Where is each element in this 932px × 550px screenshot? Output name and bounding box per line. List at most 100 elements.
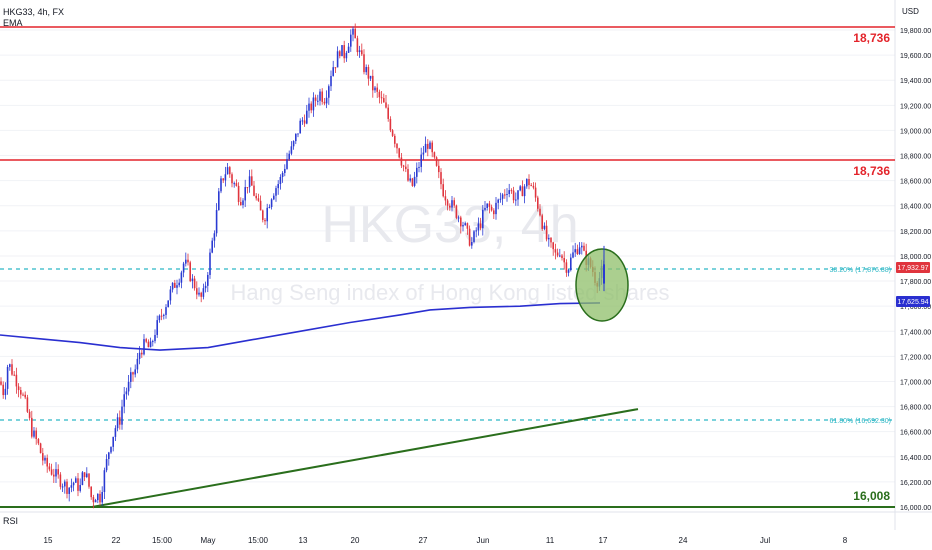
candle-body [402, 165, 405, 167]
y-tick-label: 16,200.00 [900, 480, 931, 487]
x-tick-label: 27 [419, 536, 428, 545]
candle-body [578, 247, 581, 254]
candle-body [229, 167, 231, 175]
candle-body [237, 185, 240, 202]
y-tick-label: 19,400.00 [900, 78, 931, 85]
candle-body [281, 172, 284, 178]
candle-body [462, 224, 464, 227]
candle-body [523, 186, 526, 197]
candle-body [383, 98, 385, 103]
candle-body [180, 272, 183, 283]
candle-body [295, 133, 297, 142]
candle-body [466, 223, 469, 229]
candle-body [433, 152, 436, 158]
candle-body [409, 178, 411, 181]
candle-body [354, 28, 356, 39]
x-tick-label: Jul [760, 536, 770, 545]
candle-body [185, 259, 187, 264]
candle-body [457, 217, 460, 219]
candle-body [488, 203, 491, 207]
candle-body [6, 367, 9, 389]
candle-body [53, 474, 55, 477]
candle-body [374, 87, 376, 91]
candle-body [160, 315, 163, 317]
candle-body [552, 242, 554, 250]
candle-body [220, 178, 222, 192]
candle-body [224, 174, 227, 181]
candle-body [352, 28, 354, 35]
fib-618-label: 61.80% (16,692.30) [830, 418, 892, 425]
candle-body [440, 172, 442, 185]
candle-body [50, 469, 53, 475]
candle-body [345, 52, 348, 59]
candle-body [317, 100, 319, 102]
grid [0, 0, 932, 530]
candle-body [583, 245, 585, 251]
candle-body [213, 233, 216, 241]
candle-body [308, 103, 310, 111]
indicator-label[interactable]: EMA [3, 18, 23, 28]
candle-body [79, 485, 81, 491]
candle-body [4, 388, 7, 396]
candle-body [101, 492, 103, 503]
symbol-header: HKG33, 4h, FX [3, 7, 65, 17]
candle-body [154, 334, 156, 342]
candle-body [152, 341, 154, 343]
y-tick-label: 16,600.00 [900, 430, 931, 437]
candle-body [372, 75, 374, 91]
candle-body [28, 411, 31, 418]
x-axis: 15 22 15:00 May 15:00 13 20 27 Jun 11 17 24 Jul 8 [44, 536, 848, 545]
candle-body [431, 142, 433, 153]
candle-body [490, 206, 493, 211]
candle-body [343, 45, 345, 59]
candle-body [196, 288, 198, 295]
y-tick-label: 18,800.00 [900, 154, 931, 161]
candle-body [510, 190, 513, 192]
highlight-circle [575, 248, 629, 322]
candle-body [471, 241, 473, 246]
candle-body [33, 430, 35, 437]
candle-body [191, 278, 194, 282]
candle-body [567, 270, 570, 273]
candle-body [20, 390, 22, 395]
candle-body [55, 469, 57, 477]
candle-body [94, 500, 97, 503]
candle-body [473, 231, 475, 242]
candle-body [548, 237, 550, 240]
candle-body [411, 178, 414, 186]
candle-body [235, 183, 238, 186]
candle-body [347, 46, 350, 53]
candle-body [165, 307, 167, 315]
candle-body [570, 257, 572, 271]
trendline-group [91, 408, 639, 508]
candle-body [576, 249, 579, 254]
x-tick-label: 15 [44, 536, 53, 545]
y-tick-label: 16,000.00 [900, 505, 931, 512]
candle-body [541, 215, 543, 229]
candle-body [156, 320, 158, 335]
candle-body [455, 205, 458, 218]
candle-body [438, 165, 440, 173]
candle-body [464, 223, 466, 225]
candle-body [378, 91, 381, 98]
candle-body [506, 194, 508, 196]
candle-body [528, 178, 530, 186]
candle-body [550, 237, 552, 243]
candle-body [86, 473, 88, 477]
candle-body [255, 195, 257, 199]
candle-body [253, 185, 255, 196]
rsi-pane-label[interactable]: RSI [3, 516, 19, 526]
candle-body [400, 157, 403, 166]
candle-body [561, 255, 563, 259]
ema-layer [0, 302, 601, 351]
candle-body [207, 274, 209, 286]
candle-body [565, 262, 568, 273]
candle-body [44, 457, 46, 461]
candle-body [312, 97, 315, 111]
candle-body [330, 75, 332, 87]
candle-body [233, 183, 235, 185]
last-candle-body [603, 264, 605, 284]
candle-body [121, 406, 123, 425]
candle-body [262, 210, 264, 220]
